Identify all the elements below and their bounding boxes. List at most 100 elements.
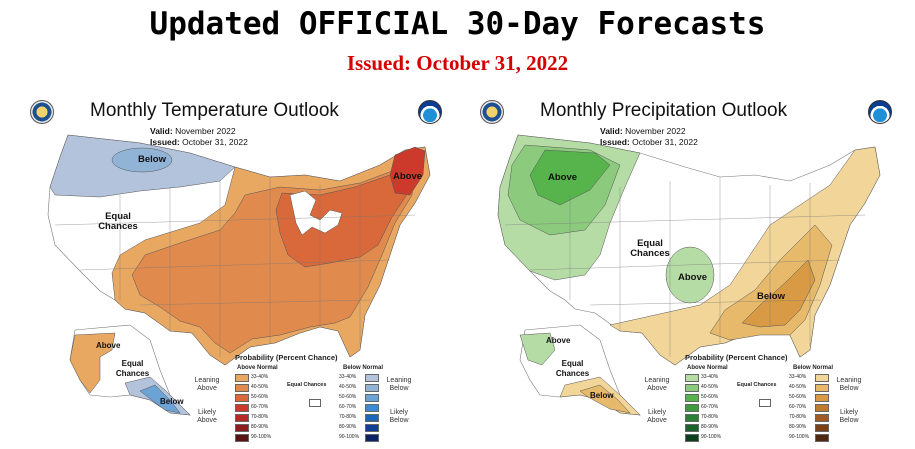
temp-label-alaska-above: Above: [96, 341, 121, 350]
precip-above-high: [529, 149, 611, 206]
legend-above-swatch: [235, 374, 249, 382]
temperature-valid: Valid: November 2022: [150, 126, 236, 136]
legend-above-range: 40-50%: [251, 384, 269, 390]
legend-below-swatch: [365, 434, 379, 442]
precip-below-lean: [609, 146, 881, 366]
precip-label-alaska-below: Below: [590, 391, 614, 400]
legend-below-swatch: [365, 394, 379, 402]
legend-above-range: 33-40%: [251, 374, 269, 380]
temp-label-below: Below: [138, 154, 166, 165]
legend-below-swatch: [815, 374, 829, 382]
page-title: Updated OFFICIAL 30-Day Forecasts: [149, 6, 766, 42]
legend-above-swatch: [685, 374, 699, 382]
legend-below-swatch: [815, 404, 829, 412]
legend-below-range: 60-70%: [789, 404, 807, 410]
precip-below-mid: [709, 224, 833, 341]
legend-above-swatch: [685, 384, 699, 392]
temperature-legend: Probability (Percent Chance) Above Norma…: [195, 353, 412, 449]
precip-label-above-nw: Above: [548, 172, 578, 183]
legend-title: Probability (Percent Chance): [235, 353, 338, 362]
legend-leaning-above: Leaning Above: [644, 377, 670, 392]
legend-above-swatch: [685, 424, 699, 432]
legend-below-range: 50-60%: [789, 394, 807, 400]
precip-label-alaska-equal: Equal Chances: [555, 359, 590, 378]
legend-above-range: 40-50%: [701, 384, 719, 390]
legend-below-swatch: [815, 414, 829, 422]
legend-title: Probability (Percent Chance): [685, 353, 788, 362]
legend-above-header: Above Normal: [237, 365, 278, 371]
legend-below-range: 40-50%: [789, 384, 807, 390]
legend-below-range: 33-40%: [789, 374, 807, 380]
legend-above-swatch: [235, 424, 249, 432]
legend-below-swatch: [815, 384, 829, 392]
legend-below-swatch: [365, 384, 379, 392]
alaska-below-core: [579, 384, 631, 414]
legend-leaning-below: Leaning Below: [386, 377, 412, 392]
legend-above-swatch: [685, 414, 699, 422]
legend-above-range: 60-70%: [251, 404, 269, 410]
legend-above-swatch: [685, 434, 699, 442]
great-lakes: [289, 190, 343, 236]
legend-above-range: 90-100%: [701, 434, 722, 440]
legend-below-range: 90-100%: [339, 434, 360, 440]
legend-below-swatch: [815, 424, 829, 432]
precipitation-map: [497, 134, 881, 416]
temp-label-above: Above: [393, 171, 423, 182]
legend-above-swatch: [235, 384, 249, 392]
temperature-map: [47, 134, 431, 416]
doc-seal-icon: [480, 100, 504, 124]
legend-above-swatch: [685, 404, 699, 412]
legend-below-swatch: [365, 374, 379, 382]
temperature-title: Monthly Temperature Outlook: [90, 100, 339, 121]
legend-below-range: 70-80%: [789, 414, 807, 420]
legend-above-range: 70-80%: [701, 414, 719, 420]
legend-likely-above: Likely Above: [647, 409, 667, 424]
alaska-below-core: [139, 384, 181, 414]
precipitation-title: Monthly Precipitation Outlook: [540, 100, 788, 121]
legend-equal-swatch: [759, 399, 771, 407]
state-lines: [54, 177, 416, 357]
temp-label-alaska-below: Below: [160, 397, 184, 406]
legend-below-range: 60-70%: [339, 404, 357, 410]
legend-below-range: 80-90%: [789, 424, 807, 430]
legend-above-range: 50-60%: [701, 394, 719, 400]
precipitation-issued: Issued: October 31, 2022: [600, 137, 698, 147]
temp-label-equal: Equal Chances: [98, 211, 138, 232]
issued-date: Issued: October 31, 2022: [346, 51, 569, 75]
legend-leaning-below: Leaning Below: [836, 377, 862, 392]
legend-below-swatch: [365, 414, 379, 422]
precipitation-outlook-panel: Monthly Precipitation Outlook Valid: Nov…: [470, 95, 910, 449]
legend-below-swatch: [365, 404, 379, 412]
alaska-above: [69, 332, 116, 394]
legend-above-range: 70-80%: [251, 414, 269, 420]
legend-likely-above: Likely Above: [197, 409, 217, 424]
legend-above-swatch: [235, 434, 249, 442]
precip-label-equal: Equal Chances: [630, 238, 670, 259]
legend-equal-label: Equal Chances: [287, 382, 327, 388]
legend-above-header: Above Normal: [687, 365, 728, 371]
temperature-outlook-panel: Monthly Temperature Outlook Valid: Novem…: [20, 95, 460, 449]
legend-below-swatch: [815, 434, 829, 442]
temperature-issued: Issued: October 31, 2022: [150, 137, 248, 147]
legend-above-swatch: [235, 414, 249, 422]
legend-equal-swatch: [309, 399, 321, 407]
legend-above-swatch: [685, 394, 699, 402]
legend-leaning-above: Leaning Above: [194, 377, 220, 392]
legend-below-range: 70-80%: [339, 414, 357, 420]
legend-below-range: 40-50%: [339, 384, 357, 390]
legend-above-range: 33-40%: [701, 374, 719, 380]
legend-above-range: 80-90%: [701, 424, 719, 430]
legend-likely-below: Likely Below: [839, 409, 859, 424]
legend-below-header: Below Normal: [793, 365, 834, 371]
temp-label-alaska-equal: Equal Chances: [115, 359, 150, 378]
legend-above-range: 80-90%: [251, 424, 269, 430]
legend-below-range: 33-40%: [339, 374, 357, 380]
legend-below-header: Below Normal: [343, 365, 384, 371]
legend-below-range: 50-60%: [339, 394, 357, 400]
doc-seal-icon: [30, 100, 54, 124]
noaa-logo-icon: [418, 100, 442, 124]
precip-label-above-central: Above: [678, 272, 708, 283]
legend-above-swatch: [235, 404, 249, 412]
precip-label-alaska-above: Above: [546, 336, 571, 345]
legend-equal-label: Equal Chances: [737, 382, 777, 388]
